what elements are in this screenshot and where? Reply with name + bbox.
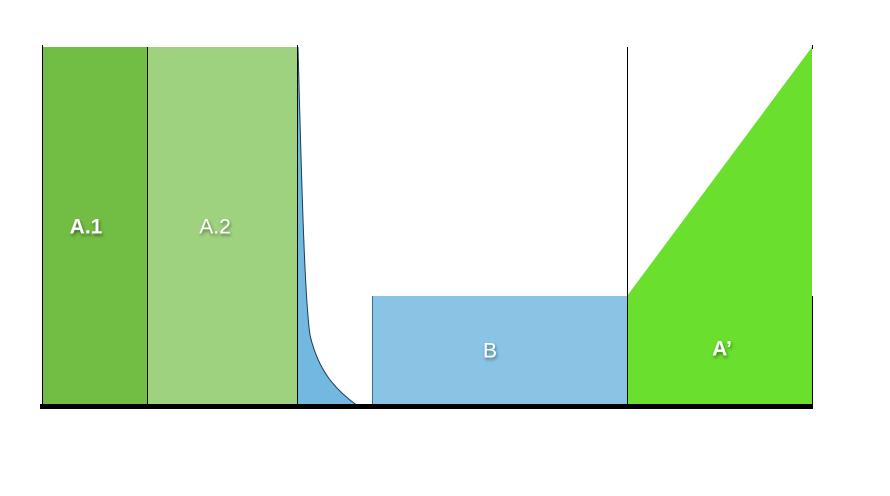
decay-curve-area xyxy=(297,47,358,406)
block-a-prime xyxy=(627,47,812,406)
baseline-axis xyxy=(40,404,813,409)
label-a1: A.1 xyxy=(70,216,103,239)
block-b xyxy=(372,296,627,406)
block-a1 xyxy=(42,47,147,406)
label-a2: A.2 xyxy=(199,216,231,239)
block-a2 xyxy=(147,47,297,406)
decay-curve-line xyxy=(297,46,359,407)
divider-lines xyxy=(42,45,813,406)
label-b: B xyxy=(483,340,497,363)
label-a-prime: A’ xyxy=(712,338,732,361)
